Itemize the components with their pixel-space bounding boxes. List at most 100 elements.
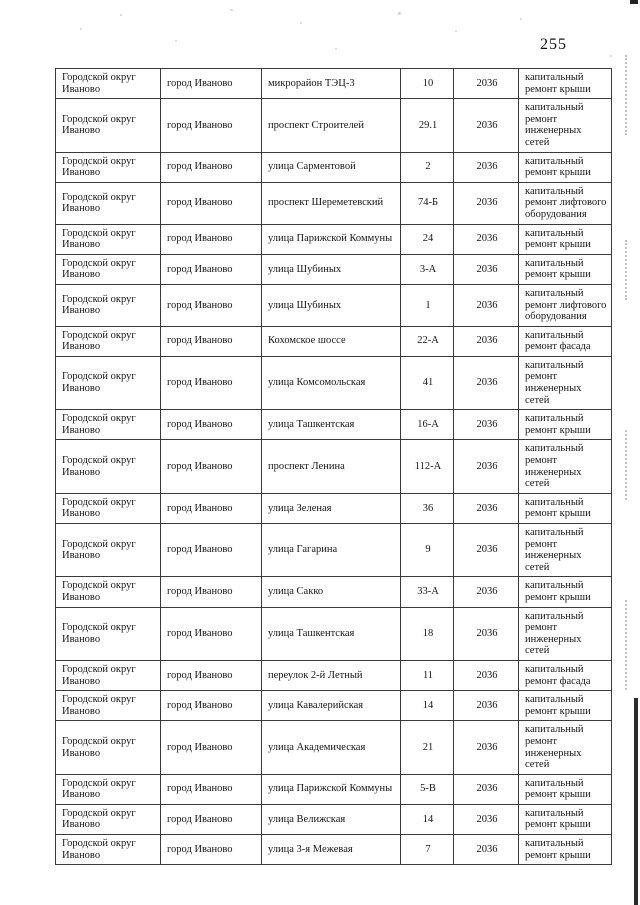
scan-speckle — [455, 30, 457, 32]
cell-street: улица Сарментовой — [261, 151, 401, 183]
cell-house: 36 — [400, 492, 454, 525]
cell-street: переулок 2-й Летный — [261, 659, 401, 692]
cell-city: город Иваново — [160, 283, 262, 327]
cell-house: 3-А — [400, 253, 454, 285]
cell-city: город Иваново — [160, 773, 262, 805]
cell-house: 10 — [400, 67, 454, 100]
cell-district: Городской округ Иваново — [55, 720, 161, 775]
page-number: 255 — [540, 36, 567, 53]
table-row: Городской округ Иваново город Иваново улиц… — [55, 253, 612, 285]
cell-year: 2036 — [453, 409, 519, 441]
cell-work: капитальный ремонт фасада — [518, 325, 612, 357]
cell-street: улица Шубиных — [261, 283, 401, 327]
cell-city: город Иваново — [160, 492, 262, 525]
cell-city: город Иваново — [160, 223, 262, 255]
cell-city: город Иваново — [160, 409, 262, 441]
cell-work: капитальный ремонт крыши — [518, 151, 612, 183]
cell-district: Городской округ Иваново — [55, 606, 161, 661]
cell-year: 2036 — [453, 720, 519, 775]
scan-speckle — [230, 9, 233, 11]
cell-district: Городской округ Иваново — [55, 773, 161, 805]
cell-city: город Иваново — [160, 67, 262, 100]
cell-district: Городской округ Иваново — [55, 151, 161, 183]
cell-house: 29.1 — [400, 98, 454, 153]
cell-city: город Иваново — [160, 606, 262, 661]
cell-work: капитальный ремонт инженерных сетей — [518, 522, 612, 578]
cell-work: капитальный ремонт крыши — [518, 803, 612, 836]
cell-city: город Иваново — [160, 355, 262, 411]
cell-street: улица Сакко — [261, 576, 401, 608]
table-row: Городской округ Иваново город Иваново улиц… — [55, 355, 612, 411]
cell-work: капитальный ремонт лифтового оборудовани… — [518, 181, 612, 225]
cell-work: капитальный ремонт крыши — [518, 223, 612, 255]
cell-year: 2036 — [453, 253, 519, 285]
table-row: Городской округ Иваново город Иваново улиц… — [55, 606, 612, 661]
cell-year: 2036 — [453, 690, 519, 722]
cell-house: 2 — [400, 151, 454, 183]
scan-artifact-top — [630, 0, 638, 4]
cell-house: 112-А — [400, 439, 454, 494]
cell-house: 7 — [400, 834, 454, 866]
scan-artifact-edge — [625, 600, 628, 690]
cell-city: город Иваново — [160, 151, 262, 183]
cell-house: 16-А — [400, 409, 454, 441]
cell-city: город Иваново — [160, 834, 262, 866]
cell-work: капитальный ремонт крыши — [518, 67, 612, 100]
scan-speckle — [335, 48, 337, 50]
table-row: Городской округ Иваново город Иваново улиц… — [55, 409, 612, 441]
cell-street: улица Парижской Коммуны — [261, 223, 401, 255]
table-row: Городской округ Иваново город Иваново Кохо… — [55, 325, 612, 357]
cell-year: 2036 — [453, 355, 519, 411]
cell-city: город Иваново — [160, 720, 262, 775]
cell-house: 5-В — [400, 773, 454, 805]
cell-district: Городской округ Иваново — [55, 576, 161, 608]
table-row: Городской округ Иваново город Иваново улиц… — [55, 151, 612, 183]
table-row: Городской округ Иваново город Иваново улиц… — [55, 690, 612, 722]
cell-district: Городской округ Иваново — [55, 834, 161, 866]
cell-district: Городской округ Иваново — [55, 283, 161, 327]
cell-street: улица Комсомольская — [261, 355, 401, 411]
cell-street: проспект Строителей — [261, 98, 401, 153]
table-row: Городской округ Иваново город Иваново улиц… — [55, 576, 612, 608]
cell-year: 2036 — [453, 181, 519, 225]
table-row: Городской округ Иваново город Иваново улиц… — [55, 223, 612, 255]
cell-year: 2036 — [453, 283, 519, 327]
cell-district: Городской округ Иваново — [55, 492, 161, 525]
cell-year: 2036 — [453, 151, 519, 183]
cell-work: капитальный ремонт крыши — [518, 834, 612, 866]
cell-year: 2036 — [453, 803, 519, 836]
cell-work: капитальный ремонт крыши — [518, 576, 612, 608]
cell-street: улица Велижская — [261, 803, 401, 836]
cell-year: 2036 — [453, 98, 519, 153]
table-row: Городской округ Иваново город Иваново прос… — [55, 181, 612, 225]
cell-street: микрорайон ТЭЦ-3 — [261, 67, 401, 100]
cell-street: улица Кавалерийская — [261, 690, 401, 722]
table-row: Городской округ Иваново город Иваново улиц… — [55, 522, 612, 578]
cell-work: капитальный ремонт крыши — [518, 690, 612, 722]
cell-district: Городской округ Иваново — [55, 659, 161, 692]
cell-work: капитальный ремонт инженерных сетей — [518, 98, 612, 153]
cell-year: 2036 — [453, 492, 519, 525]
cell-street: Кохомское шоссе — [261, 325, 401, 357]
cell-district: Городской округ Иваново — [55, 181, 161, 225]
scan-artifact-edge — [625, 240, 628, 300]
scan-speckle — [175, 40, 177, 42]
cell-district: Городской округ Иваново — [55, 223, 161, 255]
cell-year: 2036 — [453, 606, 519, 661]
cell-work: капитальный ремонт инженерных сетей — [518, 439, 612, 494]
cell-city: город Иваново — [160, 98, 262, 153]
cell-district: Городской округ Иваново — [55, 522, 161, 578]
cell-house: 11 — [400, 659, 454, 692]
cell-city: город Иваново — [160, 522, 262, 578]
cell-district: Городской округ Иваново — [55, 803, 161, 836]
cell-street: улица Ташкентская — [261, 606, 401, 661]
table-row: Городской округ Иваново город Иваново прос… — [55, 439, 612, 494]
cell-street: улица Гагарина — [261, 522, 401, 578]
cell-work: капитальный ремонт крыши — [518, 409, 612, 441]
scan-speckle — [80, 28, 82, 30]
repairs-table-wrap: Городской округ Иваново город Иваново микр… — [55, 67, 612, 866]
scan-speckle — [300, 22, 302, 24]
table-row: Городской округ Иваново город Иваново пере… — [55, 659, 612, 692]
cell-house: 14 — [400, 690, 454, 722]
